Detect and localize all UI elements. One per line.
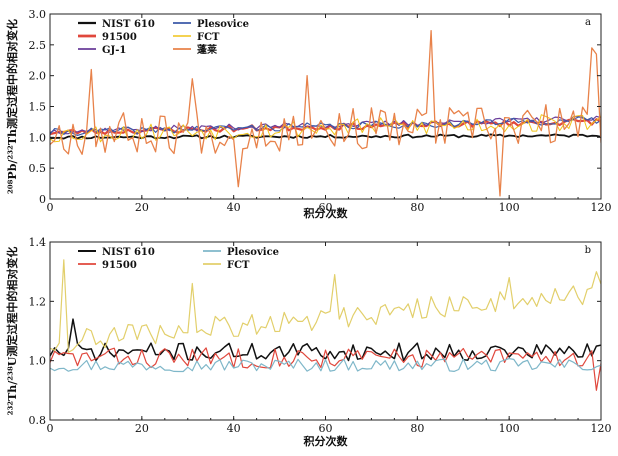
x-tick-label: 60 <box>319 201 333 214</box>
y-tick-label: 1.4 <box>29 236 47 249</box>
x-tick-label: 120 <box>591 201 612 214</box>
y-tick-label: 1.5 <box>29 101 47 114</box>
y-tick-label: 2.0 <box>29 70 47 83</box>
x-tick-label: 60 <box>319 422 333 435</box>
y-tick-label: 1.0 <box>29 131 47 144</box>
x-tick-label: 100 <box>499 422 520 435</box>
y-tick-label: 1.0 <box>29 355 47 368</box>
legend-label: FCT <box>227 260 250 271</box>
y-tick-label: 0 <box>39 193 46 206</box>
legend-label: FCT <box>197 32 220 43</box>
y-tick-label: 0.5 <box>29 162 47 175</box>
legend-label: NIST 610 <box>102 247 155 258</box>
panel-letter: a <box>585 17 591 28</box>
y-tick-label: 1.2 <box>29 295 47 308</box>
panel-letter: b <box>585 245 591 256</box>
x-tick-label: 120 <box>591 422 612 435</box>
chart-panel-a: 0 20 40 60 80 100 120 0 0.5 1.0 1.5 2.0 2.5 3.0 积分次数 ²⁰… <box>5 8 612 220</box>
series-line-b-1 <box>50 347 601 391</box>
x-tick-label: 0 <box>47 201 54 214</box>
y-axis-title: ²³²Th/²³⁸U测定过程中的相对变化 <box>5 247 19 416</box>
y-tick-label: 3.0 <box>29 8 47 21</box>
series-line-b-2 <box>50 358 601 373</box>
legend-label: Plesovice <box>197 19 249 30</box>
x-tick-label: 80 <box>410 422 424 435</box>
x-axis-title: 积分次数 <box>304 434 349 448</box>
legend-label: 蓬莱 <box>197 43 217 56</box>
x-tick-label: 0 <box>47 422 54 435</box>
legend-label: NIST 610 <box>102 19 155 30</box>
legend: NIST 610 91500 Plesovice FCT <box>78 247 279 271</box>
x-axis-title: 积分次数 <box>304 206 349 220</box>
x-tick-label: 100 <box>499 201 520 214</box>
x-tick-label: 40 <box>227 422 241 435</box>
legend-label: 91500 <box>102 260 137 271</box>
y-axis-title: ²⁰⁸Pb/²³²Th测定过程中的相对变化 <box>5 19 19 194</box>
y-tick-label: 0.8 <box>29 414 47 427</box>
x-tick-label: 20 <box>135 201 149 214</box>
series-line-a-5 <box>50 30 601 197</box>
legend-label: Plesovice <box>227 247 279 258</box>
series-line-b-3 <box>50 259 601 353</box>
x-tick-label: 80 <box>410 201 424 214</box>
legend-label: GJ-1 <box>102 45 126 56</box>
legend-label: 91500 <box>102 32 137 43</box>
y-tick-label: 2.5 <box>29 39 47 52</box>
series-line-a-2 <box>50 115 601 135</box>
chart-panel-b: 0 20 40 60 80 100 120 0.8 1.0 1.2 1.4 积分次数 ²³²Th/²³⁸… <box>5 236 612 448</box>
x-tick-label: 40 <box>227 201 241 214</box>
x-tick-label: 20 <box>135 422 149 435</box>
